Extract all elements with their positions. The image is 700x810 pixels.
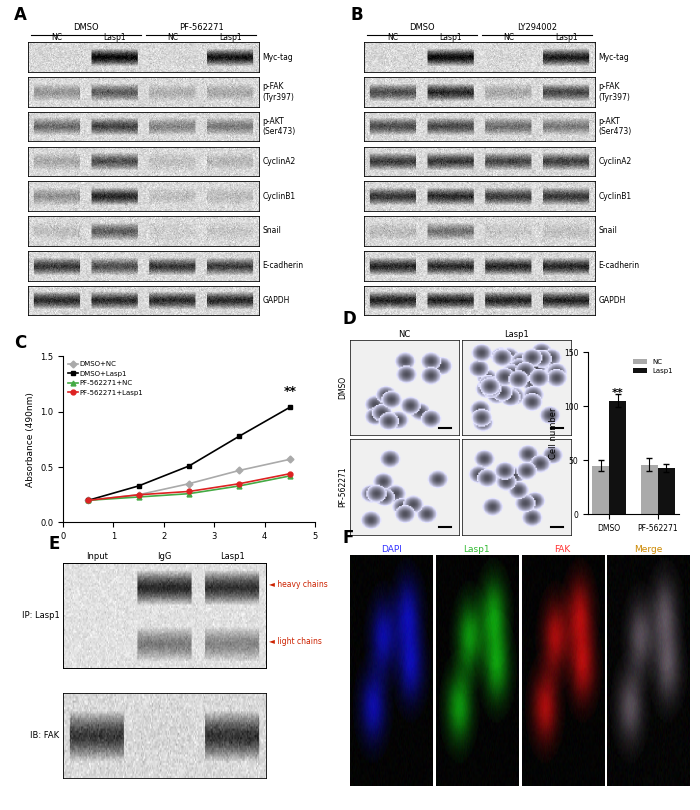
Text: Snail: Snail	[262, 227, 281, 236]
Text: DMSO: DMSO	[73, 23, 99, 32]
Text: **: **	[612, 388, 624, 398]
Bar	[658, 468, 675, 514]
Text: NC: NC	[167, 33, 178, 42]
Line: PF-562271+NC: PF-562271+NC	[86, 474, 292, 503]
Title: NC: NC	[398, 330, 410, 339]
DMSO+Lasp1	[235, 431, 244, 441]
Y-axis label: Cell number: Cell number	[550, 407, 558, 459]
Title: Merge: Merge	[634, 545, 663, 554]
Text: p-FAK
(Tyr397): p-FAK (Tyr397)	[262, 82, 295, 101]
Text: Lasp1: Lasp1	[104, 33, 126, 42]
Text: NC: NC	[51, 33, 62, 42]
Text: Lasp1: Lasp1	[555, 33, 578, 42]
DMSO+NC	[235, 466, 244, 475]
Title: Lasp1: Lasp1	[463, 545, 490, 554]
Text: Myc-tag: Myc-tag	[598, 53, 629, 62]
DMSO+NC	[134, 490, 143, 500]
Text: IgG: IgG	[158, 552, 172, 561]
Text: Myc-tag: Myc-tag	[262, 53, 293, 62]
Title: Lasp1: Lasp1	[504, 330, 528, 339]
Text: GAPDH: GAPDH	[598, 296, 626, 305]
Text: A: A	[14, 6, 27, 24]
PF-562271+NC	[134, 492, 143, 502]
PF-562271+Lasp1	[134, 490, 143, 500]
Text: ◄ light chains: ◄ light chains	[269, 637, 322, 646]
Text: IP: Lasp1: IP: Lasp1	[22, 611, 60, 620]
DMSO+NC	[286, 454, 294, 464]
DMSO+Lasp1	[185, 461, 193, 471]
Text: E-cadherin: E-cadherin	[262, 262, 304, 271]
Text: B: B	[350, 6, 363, 24]
Bar	[609, 401, 626, 514]
Legend: NC, Lasp1: NC, Lasp1	[630, 356, 676, 377]
PF-562271+NC	[286, 471, 294, 481]
Text: ◄ heavy chains: ◄ heavy chains	[269, 579, 328, 589]
Text: F: F	[343, 529, 354, 547]
Text: CyclinA2: CyclinA2	[598, 157, 631, 166]
Bar	[592, 466, 609, 514]
Y-axis label: DMSO: DMSO	[338, 376, 347, 399]
Y-axis label: PF-562271: PF-562271	[338, 467, 347, 507]
PF-562271+Lasp1	[84, 496, 92, 505]
Text: p-AKT
(Ser473): p-AKT (Ser473)	[262, 117, 295, 136]
Text: NC: NC	[503, 33, 514, 42]
PF-562271+Lasp1	[235, 479, 244, 488]
Text: **: **	[284, 386, 296, 399]
Text: Input: Input	[86, 552, 108, 561]
Text: Lasp1: Lasp1	[219, 33, 241, 42]
PF-562271+NC	[185, 488, 193, 498]
Text: PF-562271: PF-562271	[179, 23, 223, 32]
Title: FAK: FAK	[554, 545, 570, 554]
PF-562271+NC	[84, 496, 92, 505]
Text: CyclinB1: CyclinB1	[262, 192, 295, 201]
Text: Lasp1: Lasp1	[440, 33, 462, 42]
DMSO+NC	[185, 479, 193, 488]
Text: E: E	[49, 535, 60, 553]
Text: IB: FAK: IB: FAK	[30, 731, 60, 740]
PF-562271+NC	[235, 481, 244, 491]
Bar	[640, 465, 658, 514]
PF-562271+Lasp1	[185, 487, 193, 497]
Y-axis label: Absorbance (490nm): Absorbance (490nm)	[26, 392, 34, 487]
Line: PF-562271+Lasp1: PF-562271+Lasp1	[86, 471, 292, 503]
DMSO+Lasp1	[134, 481, 143, 491]
Text: Snail: Snail	[598, 227, 617, 236]
Text: p-AKT
(Ser473): p-AKT (Ser473)	[598, 117, 631, 136]
Text: CyclinA2: CyclinA2	[262, 157, 295, 166]
Text: LY294002: LY294002	[517, 23, 557, 32]
Text: C: C	[14, 335, 27, 352]
Title: DAPI: DAPI	[381, 545, 402, 554]
Text: Lasp1: Lasp1	[220, 552, 244, 561]
DMSO+Lasp1	[286, 403, 294, 412]
Text: GAPDH: GAPDH	[262, 296, 290, 305]
Text: D: D	[343, 310, 357, 328]
PF-562271+Lasp1	[286, 469, 294, 479]
Text: p-FAK
(Tyr397): p-FAK (Tyr397)	[598, 82, 631, 101]
Text: E-cadherin: E-cadherin	[598, 262, 640, 271]
Text: CyclinB1: CyclinB1	[598, 192, 631, 201]
Text: DMSO: DMSO	[409, 23, 435, 32]
DMSO+NC	[84, 496, 92, 505]
Line: DMSO+NC: DMSO+NC	[86, 457, 292, 503]
Text: NC: NC	[387, 33, 398, 42]
Line: DMSO+Lasp1: DMSO+Lasp1	[86, 405, 292, 503]
Legend: DMSO+NC, DMSO+Lasp1, PF-562271+NC, PF-562271+Lasp1: DMSO+NC, DMSO+Lasp1, PF-562271+NC, PF-56…	[66, 360, 145, 397]
DMSO+Lasp1	[84, 496, 92, 505]
